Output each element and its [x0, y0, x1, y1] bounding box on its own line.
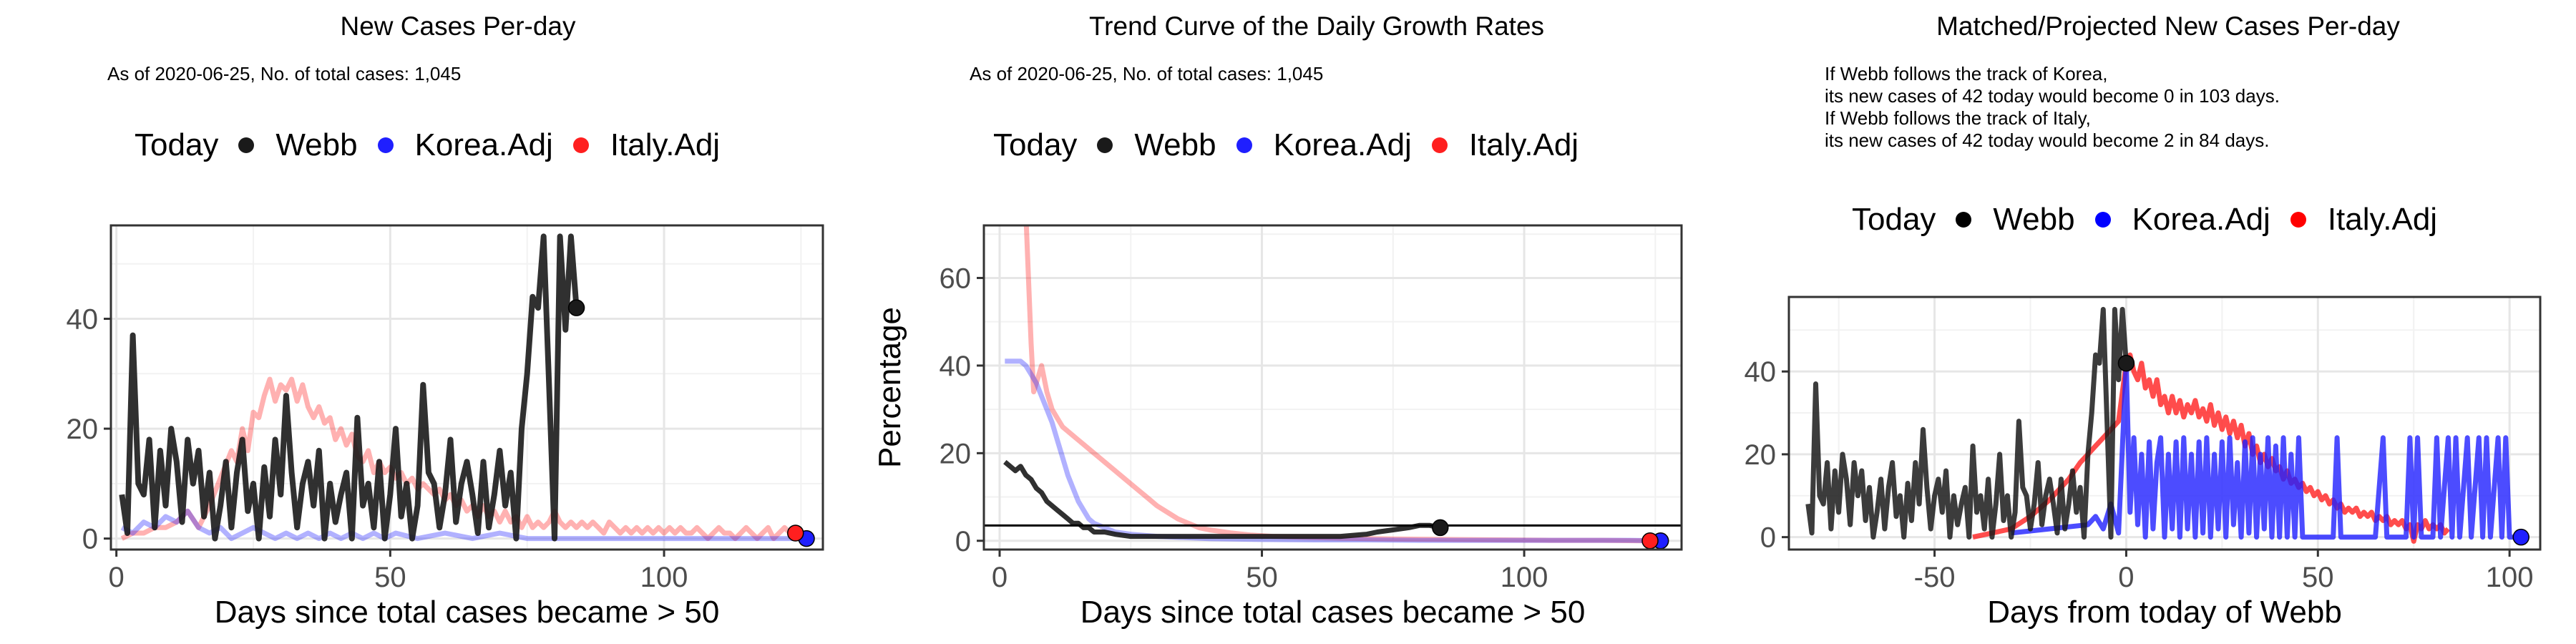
- y-tick-label: 20: [1745, 439, 1777, 471]
- series-group: [1805, 306, 2522, 544]
- chart-subtitle: As of 2020-06-25, No. of total cases: 1,…: [107, 63, 462, 84]
- legend: Today Webb Korea.Adj Italy.Adj: [1852, 202, 2437, 238]
- series-line-korea-adj: [120, 508, 806, 542]
- x-tick-label: 50: [374, 562, 406, 593]
- x-tick-label: 100: [1501, 562, 1548, 593]
- legend-key-italy: Italy.Adj: [1431, 127, 1579, 163]
- y-tick-label: 40: [940, 351, 972, 382]
- webb-marker-icon: [238, 137, 255, 153]
- webb-marker-icon: [1097, 137, 1113, 153]
- italy-marker-icon: [572, 137, 589, 153]
- chart-new-cases: 0 50 100 0 20 40 Days since total cases became…: [67, 224, 824, 630]
- series-group: [119, 233, 806, 542]
- y-tick-label: 20: [67, 414, 99, 445]
- chart-title: New Cases Per-day: [340, 11, 576, 41]
- x-tick-label: 50: [2302, 562, 2334, 593]
- legend-key-webb: Webb: [1097, 127, 1216, 163]
- y-tick-label: 0: [955, 526, 971, 557]
- legend-label-korea: Korea.Adj: [2132, 202, 2270, 237]
- panel-border: [982, 224, 1683, 551]
- legend-label-webb: Webb: [1993, 202, 2075, 237]
- y-tick-label: 60: [940, 263, 972, 294]
- legend: Today Webb Korea.Adj Italy.Adj: [993, 127, 1579, 163]
- korea-marker-icon: [377, 137, 394, 153]
- x-axis-label: Days from today of Webb: [1987, 595, 2342, 630]
- x-tick-label: 100: [2486, 562, 2534, 593]
- korea-marker-icon: [2094, 212, 2111, 228]
- legend-key-korea: Korea.Adj: [1236, 127, 1412, 163]
- today-point-webb: [2117, 354, 2135, 372]
- x-tick-label: 0: [992, 562, 1008, 593]
- today-point-italy-adj: [786, 525, 804, 542]
- series-line-italy-adj: [1023, 225, 1651, 544]
- series-line-webb: [1805, 306, 2129, 540]
- y-tick-label: 20: [940, 438, 972, 469]
- chart-projected-cases: -50 0 50 100 0 20 40 Days from today of Webb: [1745, 296, 2542, 630]
- today-point-korea-adj: [2512, 528, 2529, 546]
- legend-title: Today: [1852, 202, 1936, 237]
- x-axis-label: Days since total cases became > 50: [1080, 595, 1586, 630]
- legend-title: Today: [135, 127, 219, 162]
- korea-marker-icon: [1236, 137, 1252, 153]
- legend-key-webb: Webb: [238, 127, 358, 163]
- x-tick-label: 0: [2118, 562, 2134, 593]
- legend: Today Webb Korea.Adj Italy.Adj: [135, 127, 720, 163]
- panel-growth-rates: Trend Curve of the Daily Growth Rates As…: [859, 0, 1717, 644]
- x-tick-label: 50: [1246, 562, 1278, 593]
- legend-key-italy: Italy.Adj: [2290, 202, 2437, 238]
- legend-label-italy: Italy.Adj: [1468, 127, 1579, 162]
- today-point-italy-adj: [1641, 532, 1659, 550]
- legend-key-italy: Italy.Adj: [572, 127, 721, 163]
- panel-new-cases: New Cases Per-day As of 2020-06-25, No. …: [0, 0, 859, 644]
- series-group: [1003, 225, 1661, 544]
- legend-label-webb: Webb: [275, 127, 358, 162]
- legend-label-italy: Italy.Adj: [610, 127, 721, 162]
- series-line-korea-adj: [1005, 358, 1661, 544]
- italy-marker-icon: [2290, 212, 2306, 228]
- legend-title: Today: [993, 127, 1078, 162]
- webb-marker-icon: [1956, 212, 1972, 228]
- legend-key-webb: Webb: [1956, 202, 2075, 238]
- series-line-webb: [119, 233, 580, 542]
- x-tick-label: 0: [109, 562, 125, 593]
- y-axis-label: Percentage: [872, 307, 907, 468]
- y-tick-label: 40: [1745, 356, 1777, 388]
- chart-growth-rates: 0 50 100 0 20 40 60 Days since total cases beca…: [872, 224, 1683, 630]
- x-tick-label: -50: [1914, 562, 1956, 593]
- panel-projected-cases: Matched/Projected New Cases Per-day If W…: [1717, 0, 2576, 644]
- x-axis-label: Days since total cases became > 50: [215, 595, 720, 630]
- today-point-webb: [1432, 519, 1449, 537]
- today-point-webb: [567, 299, 585, 316]
- italy-marker-icon: [1431, 137, 1448, 153]
- series-line-webb: [1003, 459, 1441, 540]
- legend-key-korea: Korea.Adj: [2094, 202, 2270, 238]
- legend-label-italy: Italy.Adj: [2327, 202, 2438, 237]
- chart-subtitle: If Webb follows the track of Korea, its …: [1825, 63, 2280, 151]
- panel-border: [109, 224, 824, 551]
- legend-key-korea: Korea.Adj: [377, 127, 553, 163]
- legend-label-korea: Korea.Adj: [414, 127, 553, 162]
- chart-title: Trend Curve of the Daily Growth Rates: [1088, 11, 1545, 41]
- chart-subtitle: As of 2020-06-25, No. of total cases: 1,…: [970, 63, 1324, 84]
- series-line-korea-adj: [2011, 361, 2522, 540]
- y-tick-label: 0: [82, 524, 98, 555]
- panel-border: [1787, 296, 2542, 551]
- y-tick-label: 40: [67, 304, 99, 336]
- chart-title: Matched/Projected New Cases Per-day: [1936, 11, 2400, 41]
- y-tick-label: 0: [1760, 522, 1776, 554]
- legend-label-korea: Korea.Adj: [1273, 127, 1412, 162]
- legend-label-webb: Webb: [1134, 127, 1216, 162]
- x-tick-label: 100: [640, 562, 688, 593]
